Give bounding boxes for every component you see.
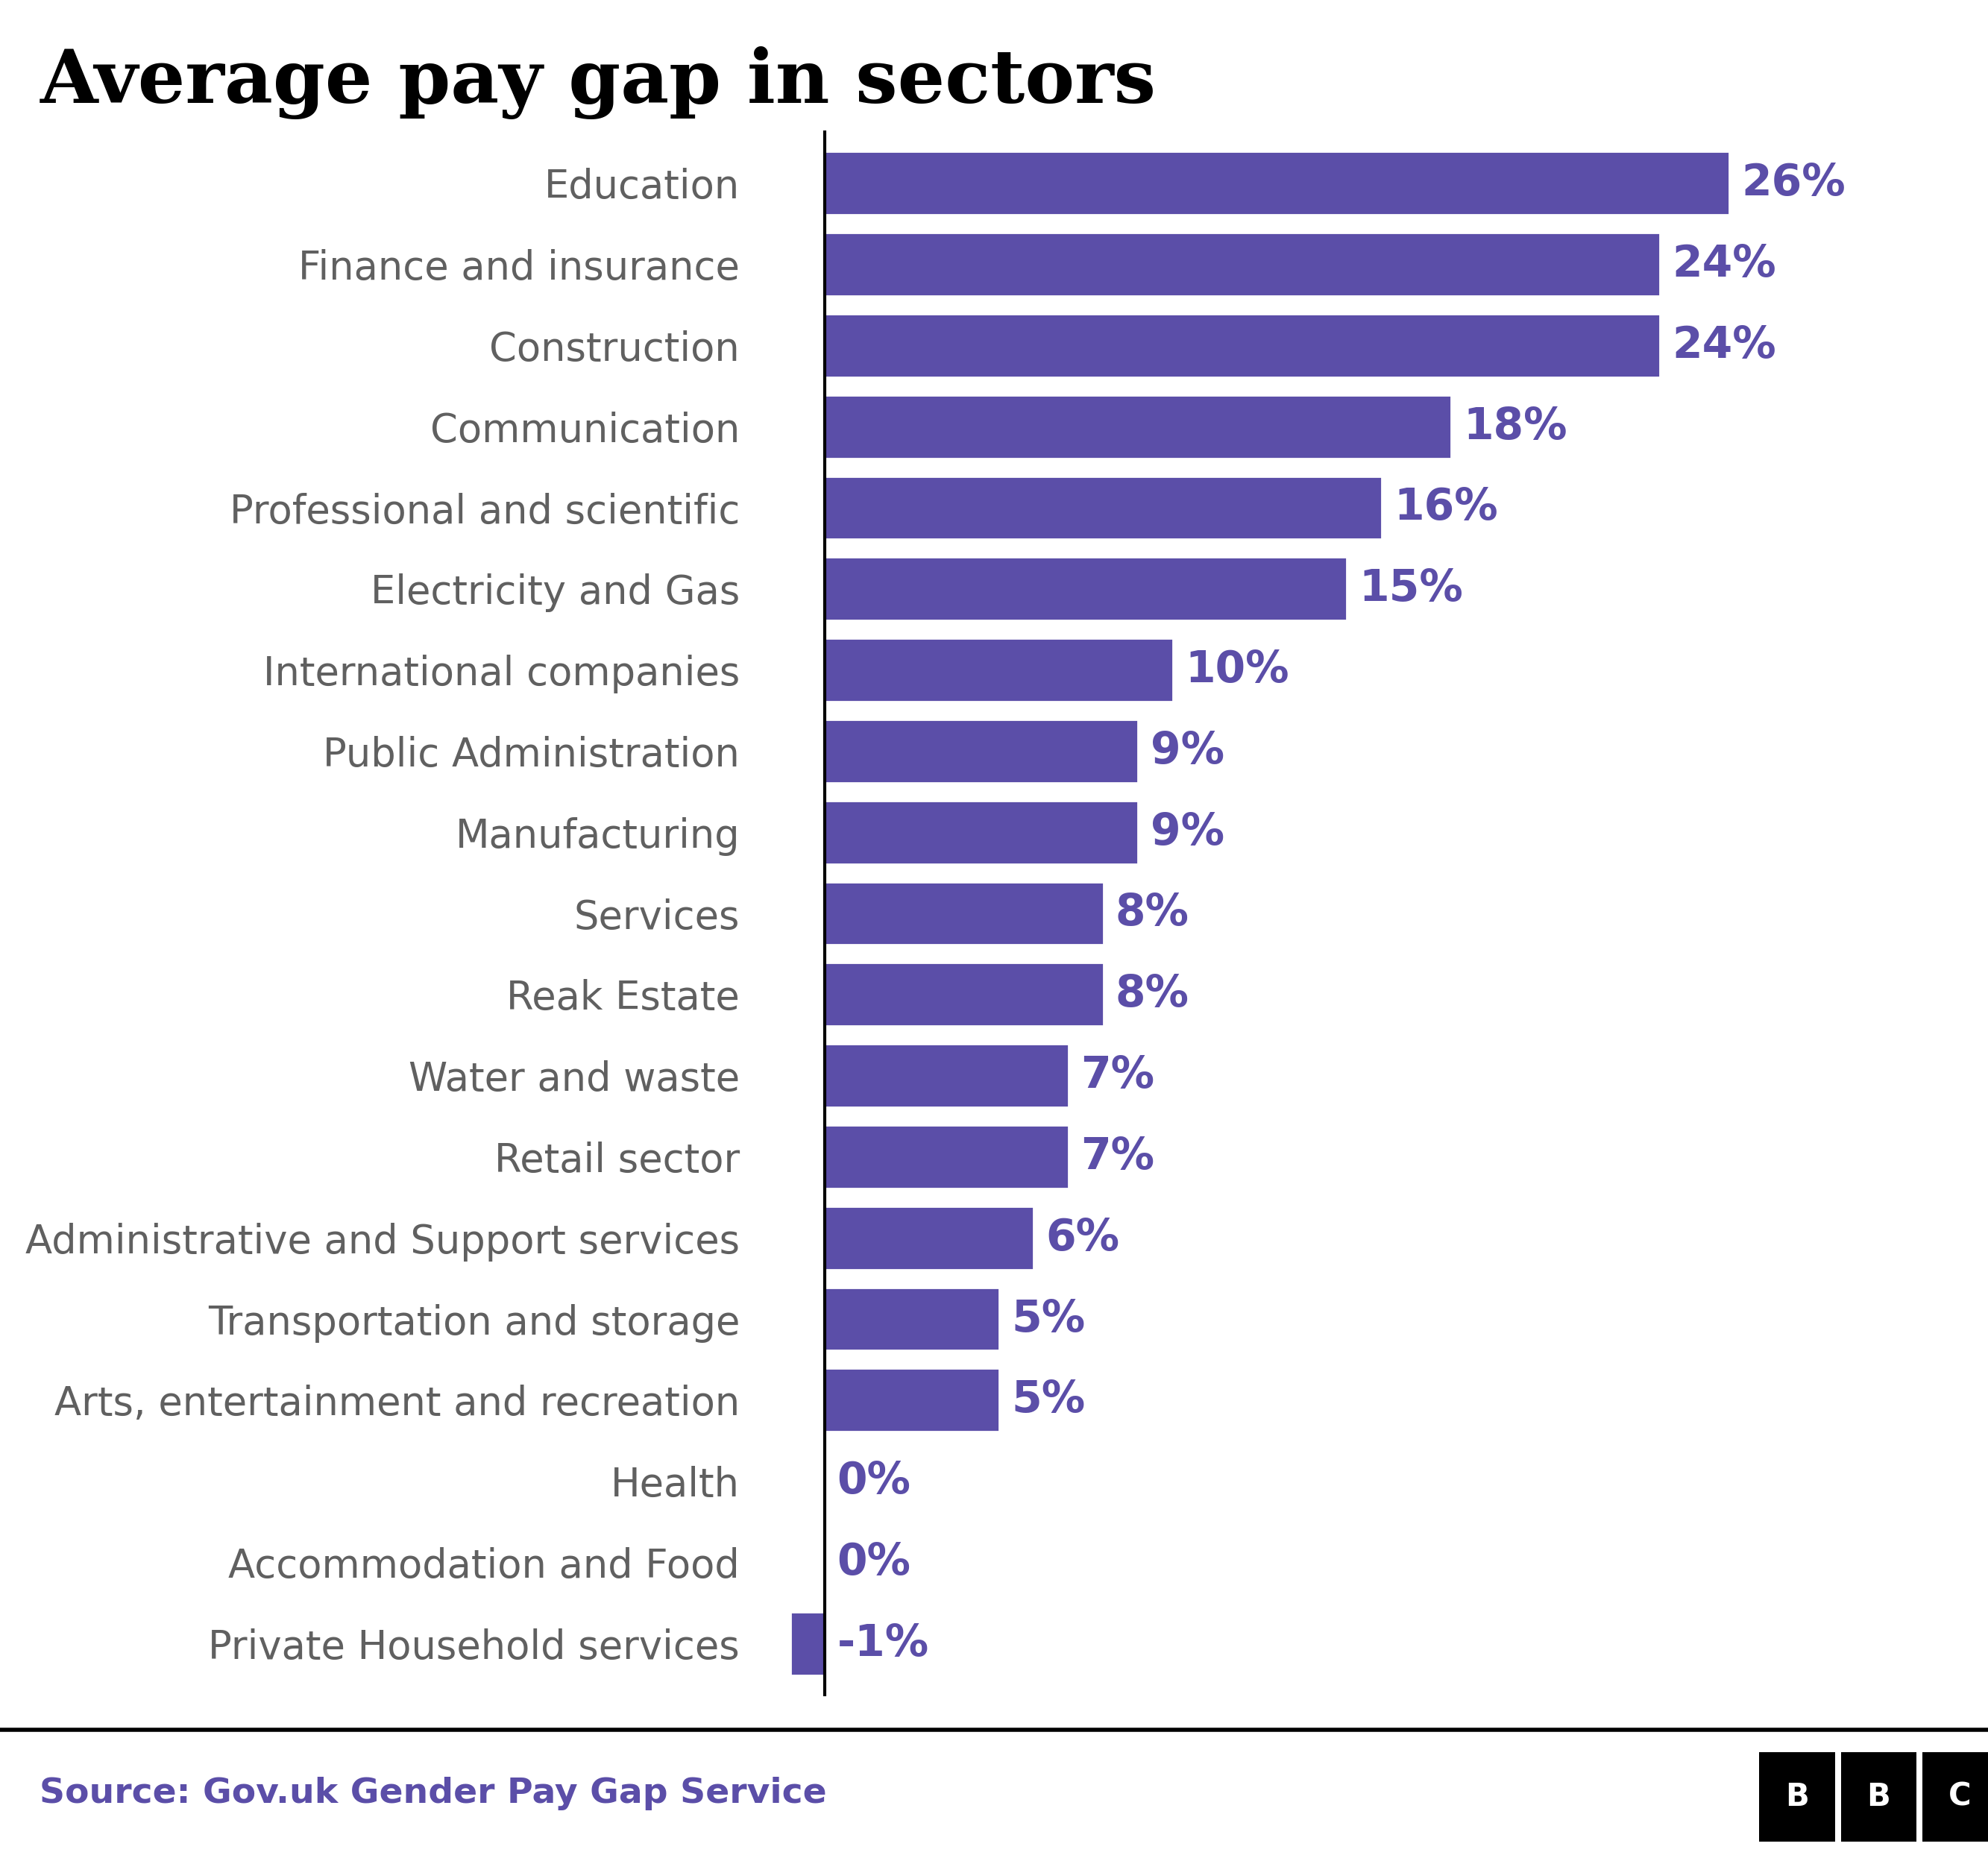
Text: 7%: 7% — [1081, 1135, 1155, 1178]
Text: -1%: -1% — [837, 1622, 928, 1665]
Bar — [825, 882, 1103, 945]
Text: 0%: 0% — [837, 1460, 911, 1502]
Text: 24%: 24% — [1672, 324, 1777, 367]
Text: 6%: 6% — [1046, 1217, 1119, 1258]
Text: B: B — [1785, 1782, 1809, 1812]
Text: 15%: 15% — [1360, 569, 1463, 610]
Bar — [825, 557, 1348, 621]
Text: 9%: 9% — [1151, 731, 1225, 772]
Text: C: C — [1948, 1782, 1972, 1812]
Bar — [825, 1368, 1000, 1432]
Bar — [825, 720, 1137, 783]
Bar — [825, 1288, 1000, 1351]
Bar — [825, 233, 1660, 296]
Bar — [825, 964, 1103, 1025]
Bar — [825, 151, 1730, 214]
Bar — [825, 1044, 1070, 1107]
Text: 7%: 7% — [1081, 1055, 1155, 1096]
Bar — [825, 475, 1382, 539]
Text: 18%: 18% — [1463, 404, 1567, 447]
Text: 26%: 26% — [1741, 162, 1847, 205]
Text: 8%: 8% — [1115, 973, 1189, 1016]
Bar — [825, 1206, 1034, 1269]
Text: 8%: 8% — [1115, 893, 1189, 934]
Bar — [825, 637, 1173, 701]
Text: Average pay gap in sectors: Average pay gap in sectors — [40, 47, 1157, 119]
Text: 10%: 10% — [1185, 649, 1288, 692]
Bar — [825, 313, 1660, 377]
Text: 9%: 9% — [1151, 811, 1225, 854]
Bar — [825, 802, 1137, 863]
Text: B: B — [1867, 1782, 1891, 1812]
Text: 16%: 16% — [1394, 487, 1499, 529]
Text: 5%: 5% — [1012, 1297, 1085, 1340]
Bar — [825, 1126, 1070, 1189]
Bar — [791, 1612, 825, 1676]
Bar — [825, 395, 1451, 459]
Text: 5%: 5% — [1012, 1379, 1085, 1422]
Text: Source: Gov.uk Gender Pay Gap Service: Source: Gov.uk Gender Pay Gap Service — [40, 1776, 827, 1810]
Text: 0%: 0% — [837, 1542, 911, 1584]
Text: 24%: 24% — [1672, 242, 1777, 285]
